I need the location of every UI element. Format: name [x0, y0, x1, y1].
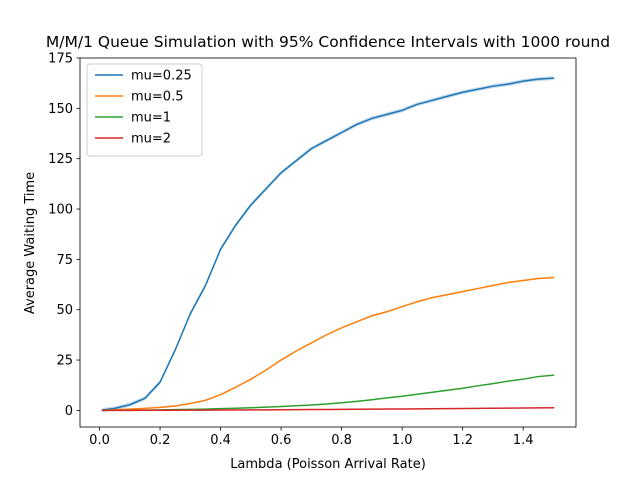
- legend-box: [86, 63, 203, 157]
- series-layer: [101, 76, 555, 412]
- legend-label-mu-0-5: mu=0.5: [131, 90, 183, 105]
- chart-title: M/M/1 Queue Simulation with 95% Confiden…: [46, 33, 610, 51]
- legend-label-mu-0-25: mu=0.25: [131, 69, 192, 84]
- y-axis-label: Average Waiting Time: [23, 172, 38, 314]
- legend-label-mu-1: mu=1: [131, 111, 171, 126]
- x-tick-label: 1.0: [392, 433, 413, 448]
- series-line-mu-0-5: [101, 276, 555, 412]
- x-tick-label: 0.8: [331, 433, 352, 448]
- axes-layer: 0.0 0.2 0.4 0.6 0.8 1.0 1.2 1.4 0 25 50 75 100 125 150…: [48, 52, 577, 448]
- y-tick-label: 75: [56, 253, 73, 268]
- x-tick-label: 1.2: [452, 433, 473, 448]
- y-tick-label: 50: [56, 303, 73, 318]
- y-tick-label: 25: [56, 354, 73, 369]
- legend-label-mu-2: mu=2: [131, 132, 171, 147]
- y-tick-label: 0: [65, 404, 73, 419]
- x-tick-label: 0.6: [271, 433, 292, 448]
- y-tick-label: 125: [48, 152, 73, 167]
- series-line-mu-0-25: [101, 77, 555, 411]
- x-tick-label: 1.4: [513, 433, 534, 448]
- legend: mu=0.25 mu=0.5 mu=1 mu=2: [86, 63, 203, 157]
- y-tick-label: 100: [48, 203, 73, 218]
- x-tick-label: 0.4: [210, 433, 231, 448]
- y-tick-label: 175: [48, 52, 73, 67]
- series-line-mu-2: [101, 406, 555, 412]
- plot-frame: [79, 57, 577, 428]
- x-tick-label: 0.0: [89, 433, 110, 448]
- x-axis-label: Lambda (Poisson Arrival Rate): [230, 457, 426, 472]
- x-tick-label: 0.2: [150, 433, 171, 448]
- y-tick-label: 150: [48, 102, 73, 117]
